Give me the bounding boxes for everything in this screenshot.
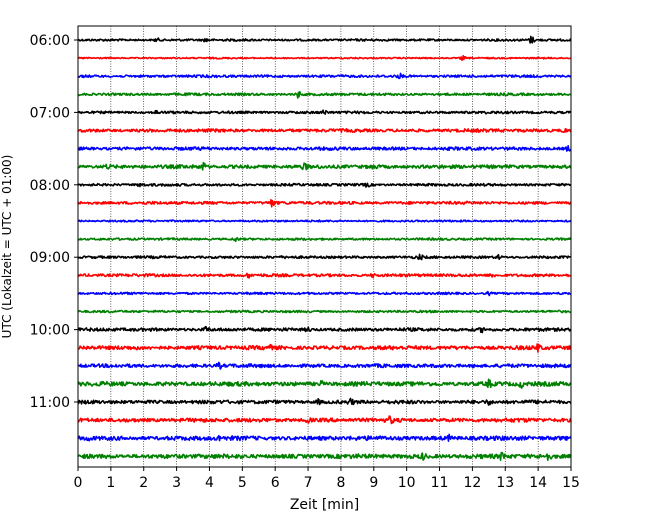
trace-1100 <box>77 397 572 406</box>
trace-1030 <box>77 361 572 370</box>
trace-0700 <box>77 109 572 115</box>
x-tick-label: 2 <box>139 475 148 491</box>
x-tick-label: 12 <box>463 475 481 491</box>
y-tick-label: 08:00 <box>30 178 70 194</box>
x-axis-label: Zeit [min] <box>290 497 359 513</box>
trace-0800 <box>77 182 572 188</box>
trace-0715 <box>77 127 572 134</box>
trace-0630 <box>77 72 572 80</box>
x-tick-label: 13 <box>496 475 514 491</box>
trace-0600 <box>77 35 572 44</box>
x-tick-label: 6 <box>271 475 280 491</box>
trace-1045 <box>77 378 572 389</box>
trace-0900 <box>77 253 572 261</box>
trace-1130 <box>77 433 572 442</box>
trace-0915 <box>77 272 572 279</box>
x-tick-label: 9 <box>369 475 378 491</box>
trace-0745 <box>77 161 572 171</box>
x-tick-label: 3 <box>172 475 181 491</box>
trace-0815 <box>77 198 572 208</box>
x-tick-label: 15 <box>562 475 580 491</box>
x-tick-label: 14 <box>529 475 547 491</box>
x-tick-label: 0 <box>74 475 83 491</box>
trace-0730 <box>77 145 572 152</box>
x-tick-label: 4 <box>205 475 214 491</box>
trace-1115 <box>77 415 572 425</box>
y-tick-label: 06:00 <box>30 33 70 49</box>
y-tick-label: 10:00 <box>30 323 70 339</box>
trace-1015 <box>77 343 572 353</box>
plot-frame <box>77 25 572 468</box>
x-tick-label: 7 <box>304 475 313 491</box>
y-axis: 06:00 07:00 08:00 09:00 10:00 11:00 <box>30 33 78 411</box>
y-tick-label: 09:00 <box>30 250 70 266</box>
y-tick-label: 11:00 <box>30 395 70 411</box>
x-tick-label: 1 <box>106 475 115 491</box>
x-axis: 0 1 2 3 4 5 6 7 8 9 10 11 12 13 14 15 <box>74 467 580 491</box>
trace-1145 <box>77 451 572 462</box>
x-tick-label: 10 <box>398 475 416 491</box>
trace-series-group <box>77 35 572 462</box>
trace-0615 <box>77 54 572 61</box>
x-tick-label: 5 <box>238 475 247 491</box>
trace-1000 <box>77 325 572 334</box>
trace-0845 <box>77 236 572 243</box>
trace-0930 <box>77 290 572 297</box>
x-tick-label: 11 <box>431 475 449 491</box>
trace-0645 <box>77 90 572 99</box>
y-axis-label: UTC (Lokalzeit = UTC + 01:00) <box>0 155 14 339</box>
x-tick-label: 8 <box>336 475 345 491</box>
grid-lines <box>110 26 539 467</box>
trace-0945 <box>77 309 572 314</box>
y-tick-label: 07:00 <box>30 105 70 121</box>
trace-0830 <box>77 219 572 223</box>
